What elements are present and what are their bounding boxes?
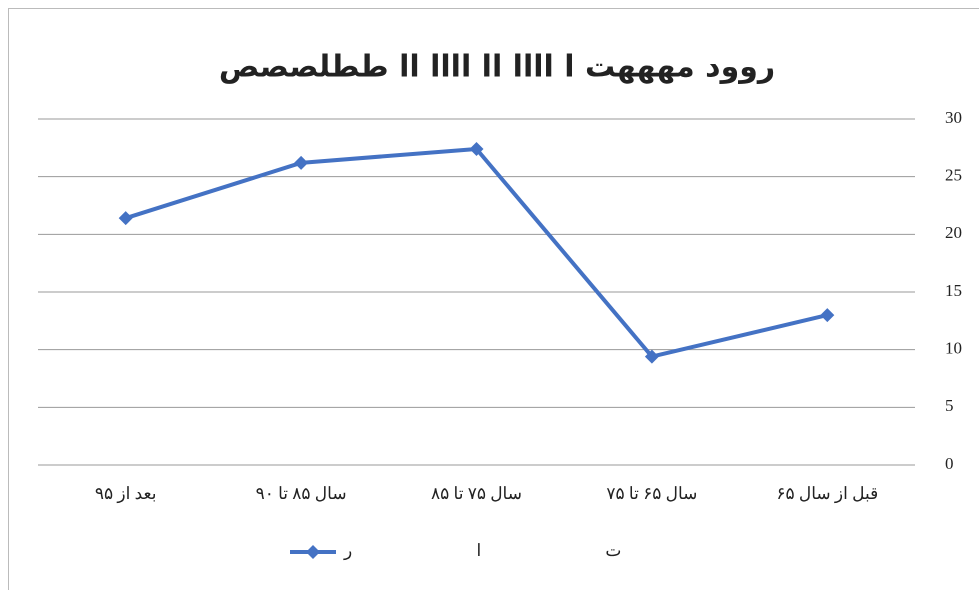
legend-marker [306,545,320,559]
y-tick-label: 15 [945,281,962,300]
x-tick-label: سال ۷۵ تا ۸۵ [431,484,522,503]
x-tick-label: بعد از ۹۵ [95,484,157,504]
y-tick-label: 0 [945,454,954,473]
x-tick-label: قبل از سال ۶۵ [776,484,878,504]
x-tick-label: سال ۶۵ تا ۷۵ [606,484,697,503]
y-tick-label: 25 [945,166,962,185]
x-tick-label: سال ۸۵ تا ۹۰ [256,484,347,503]
y-tick-label: 20 [945,223,962,242]
chart-title: روود مهههت ا اااا اا اااا اا ططلصصص [219,50,775,85]
chart: روود مهههت ا اااا اا اااا اا ططلصصص 0 5 10… [0,0,979,590]
data-point [294,156,308,170]
y-tick-label: 5 [945,396,954,415]
y-tick-label: 10 [945,339,962,358]
data-point [119,211,133,225]
y-tick-label: 30 [945,108,962,127]
data-line [126,149,828,357]
legend-label: ت ا ر [343,541,621,561]
data-point [820,308,834,322]
